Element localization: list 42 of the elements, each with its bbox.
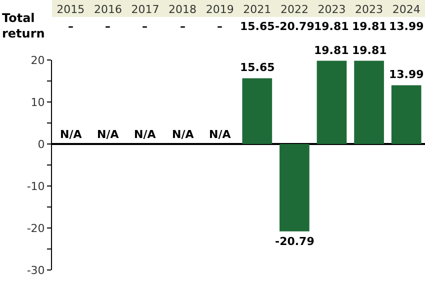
bar xyxy=(316,60,347,144)
text: – xyxy=(105,20,110,33)
x-tick-label: 2023 xyxy=(318,2,346,16)
x-tick-label: 2022 xyxy=(280,2,308,16)
text: N/A xyxy=(60,128,82,141)
x-tick-label: 2017 xyxy=(131,2,160,16)
y-tick-label: -30 xyxy=(26,264,45,277)
text: 13.99 xyxy=(389,20,424,33)
x-tick-label: 2018 xyxy=(168,2,197,16)
y-tick-label: -10 xyxy=(26,180,45,193)
x-tick-label: 2021 xyxy=(243,2,272,16)
bar xyxy=(280,144,310,232)
data-label: 13.99 xyxy=(389,68,424,81)
data-label: -20.79 xyxy=(275,235,314,248)
y-tick-label: 0 xyxy=(38,138,45,151)
bar xyxy=(391,85,422,144)
text: N/A xyxy=(97,128,119,141)
x-tick-label: 2016 xyxy=(94,2,122,16)
text: 19.81 xyxy=(352,20,387,33)
text: N/A xyxy=(134,128,156,141)
data-label: 15.65 xyxy=(240,61,275,74)
text: -20.79 xyxy=(275,20,314,33)
text: – xyxy=(142,20,148,33)
y-tick-label: -20 xyxy=(26,222,45,235)
text: 15.65 xyxy=(240,20,275,33)
text: – xyxy=(180,20,186,33)
text: 19.81 xyxy=(314,20,349,33)
y-tick-label: 20 xyxy=(30,54,45,67)
data-label: 19.81 xyxy=(314,44,349,57)
data-label: 19.81 xyxy=(352,44,387,57)
x-tick-label: 2024 xyxy=(392,2,420,16)
text: – xyxy=(68,20,74,33)
text: N/A xyxy=(172,128,194,141)
text: – xyxy=(217,20,222,33)
text: N/A xyxy=(209,128,231,141)
bar xyxy=(242,78,272,144)
bar xyxy=(354,60,384,144)
text: Total return xyxy=(2,11,45,41)
x-tick-label: 2015 xyxy=(56,2,85,16)
x-tick-label: 2023 xyxy=(355,2,384,16)
y-tick-label: 10 xyxy=(30,96,45,109)
x-tick-label: 2019 xyxy=(206,2,234,16)
